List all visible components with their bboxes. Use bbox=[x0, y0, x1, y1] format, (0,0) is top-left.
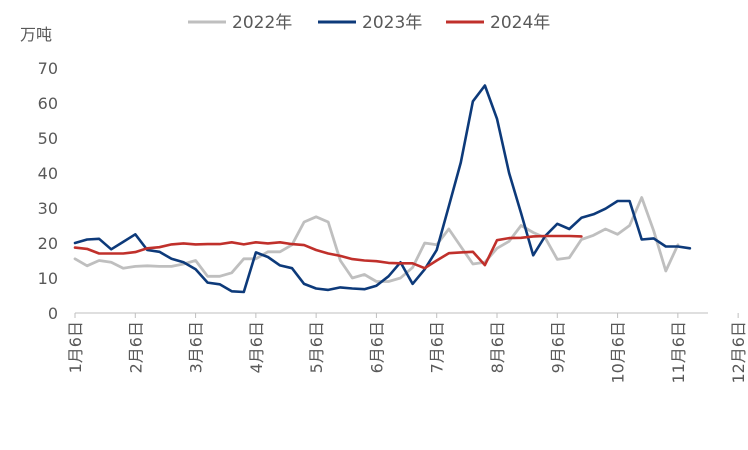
y-tick-label: 40 bbox=[38, 164, 58, 183]
y-tick-label: 60 bbox=[38, 94, 58, 113]
y-axis-tick-labels: 0 10 20 30 40 50 60 70 bbox=[38, 59, 58, 323]
y-tick-label: 70 bbox=[38, 59, 58, 78]
x-tick-label: 2月6日 bbox=[126, 321, 145, 373]
series-lines bbox=[73, 84, 692, 294]
y-tick-label: 10 bbox=[38, 269, 58, 288]
x-axis-tick-labels: 1月6日 2月6日 3月6日 4月6日 5月6日 6月6日 7月6日 8月6日 9月6日 10月6… bbox=[66, 321, 748, 384]
x-tick-label: 6月6日 bbox=[367, 321, 386, 373]
legend-label: 2023年 bbox=[362, 13, 422, 33]
x-tick-label: 9月6日 bbox=[548, 321, 567, 373]
y-tick-label: 30 bbox=[38, 199, 58, 218]
y-tick-label: 50 bbox=[38, 129, 58, 148]
x-tick-label: 11月6日 bbox=[669, 321, 688, 384]
legend-label: 2024年 bbox=[490, 13, 550, 33]
x-tick-label: 1月6日 bbox=[66, 321, 85, 373]
x-axis bbox=[74, 312, 739, 318]
series-line-2024年 bbox=[73, 234, 583, 270]
y-axis-unit-label: 万吨 bbox=[20, 25, 52, 44]
x-tick-label: 5月6日 bbox=[307, 321, 326, 373]
x-tick-label: 10月6日 bbox=[609, 321, 628, 384]
x-tick-label: 3月6日 bbox=[187, 321, 206, 373]
series-line-2022年 bbox=[73, 196, 680, 283]
x-tick-label: 8月6日 bbox=[488, 321, 507, 373]
y-tick-label: 20 bbox=[38, 234, 58, 253]
y-tick-label: 0 bbox=[48, 304, 58, 323]
x-tick-label: 4月6日 bbox=[247, 321, 266, 373]
series-line-2023年 bbox=[73, 84, 692, 294]
legend-label: 2022年 bbox=[232, 13, 292, 33]
x-tick-label: 7月6日 bbox=[428, 321, 447, 373]
chart-legend: 2022年 2023年 2024年 bbox=[188, 13, 550, 33]
x-tick-label: 12月6日 bbox=[729, 321, 748, 384]
